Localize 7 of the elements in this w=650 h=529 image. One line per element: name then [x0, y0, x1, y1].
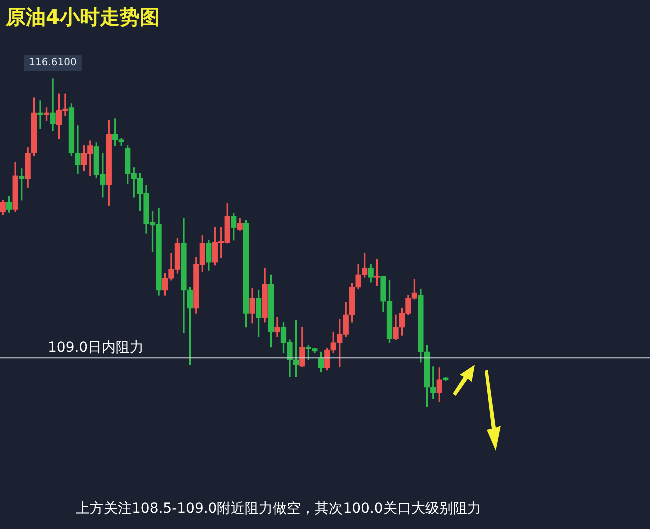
candlestick	[75, 126, 81, 174]
candlestick	[38, 100, 44, 130]
text: 上方关注108.5-109.0附近阻力做空，其次100.0关口大级别阻力	[76, 500, 482, 518]
candlestick	[50, 78, 56, 132]
chart-title: 原油4小时走势图	[6, 4, 160, 31]
ref-line-label: 109.0日内阻力	[48, 340, 144, 356]
annotation: 116.6100	[29, 58, 77, 69]
